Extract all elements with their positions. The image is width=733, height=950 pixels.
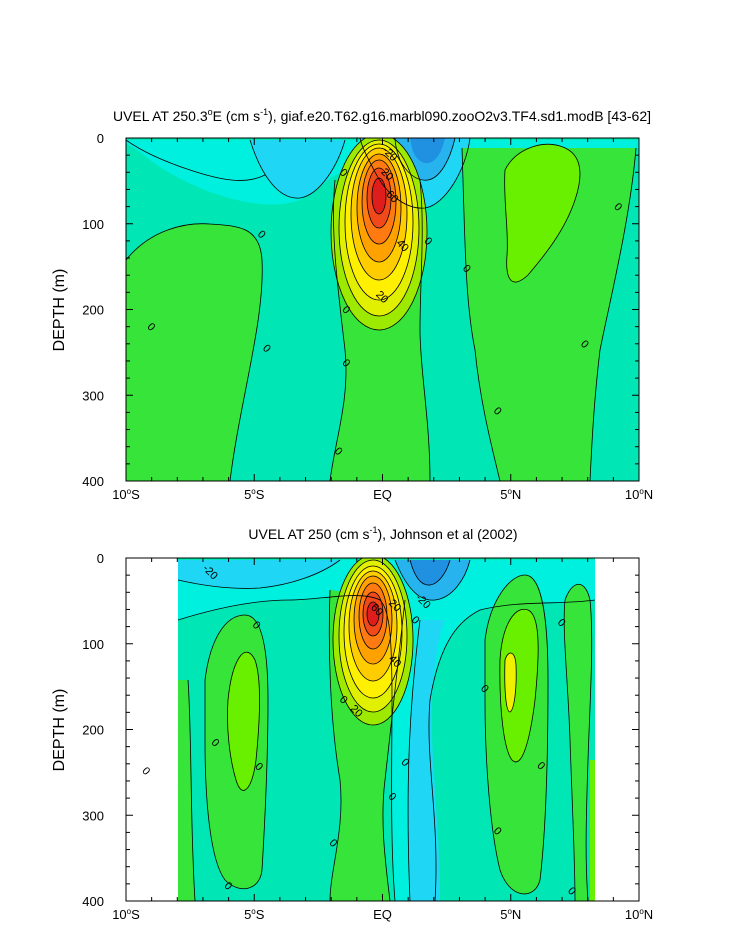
x-tick-label: 5oS (244, 907, 265, 922)
contour-line (126, 139, 266, 181)
contour-line (338, 559, 408, 713)
contour-line (428, 599, 595, 901)
contour-line (461, 147, 501, 481)
y-tick-label: 300 (82, 808, 104, 823)
y-tick-label: 300 (82, 388, 104, 403)
x-tick-label: 10oN (625, 907, 653, 922)
contour-line (126, 223, 263, 481)
x-tick-label: 5oN (500, 487, 521, 502)
contour-line (362, 591, 384, 637)
contour-line (589, 147, 637, 481)
contour-line (504, 143, 581, 283)
band-jet-80 (372, 178, 386, 214)
contour-line (332, 558, 414, 726)
band-positive-west (126, 223, 263, 481)
contour-line (407, 619, 421, 901)
y-tick-label: 0 (97, 551, 104, 566)
x-tick-label: 10oS (112, 907, 140, 922)
contour-line (371, 177, 387, 215)
contour-line (356, 153, 402, 263)
band-positive-east (462, 148, 636, 481)
band-positive-west-core (227, 652, 260, 791)
band-negative-east-deep (410, 138, 445, 164)
y-axis-label: DEPTH (m) (51, 689, 68, 772)
contour-line (249, 139, 346, 199)
band-negative-column (408, 620, 445, 901)
contour-lines (178, 558, 595, 901)
contour-line (353, 575, 393, 665)
contour-line (227, 651, 261, 791)
band-positive-east-core (499, 609, 539, 762)
contour-line (178, 595, 396, 901)
contour-line (350, 147, 408, 281)
contour-line (358, 582, 388, 650)
contour-line (343, 565, 403, 699)
band-positive-far-east-strip (590, 760, 595, 901)
contour-line (366, 601, 380, 627)
y-tick-label: 100 (82, 217, 104, 232)
panel-bottom: UVEL AT 250 (cm s-1), Johnson et al (200… (51, 525, 653, 922)
y-tick-label: 100 (82, 637, 104, 652)
y-axis-label: DEPTH (m) (51, 269, 68, 352)
band-negative-west (250, 140, 345, 199)
x-tick-label: 10oS (112, 487, 140, 502)
contour-line (499, 608, 539, 763)
band-positive-east-core (504, 144, 580, 283)
contour-line (361, 159, 397, 245)
contour-line (563, 599, 576, 901)
y-tick-label: 200 (82, 303, 104, 318)
contour-line (344, 143, 414, 301)
band-positive-far-east (564, 584, 592, 901)
band-positive-edge (178, 680, 195, 901)
contour-line (338, 139, 420, 317)
contour-line (328, 589, 342, 901)
contour-line (204, 614, 269, 890)
y-tick-label: 400 (82, 894, 104, 909)
panel-top: UVEL AT 250.3oE (cm s-1), giaf.e20.T62.g… (51, 107, 653, 502)
contour-line (394, 559, 471, 601)
x-tick-label: 5oS (244, 487, 265, 502)
x-tick-label: 10oN (625, 487, 653, 502)
contour-fill (126, 138, 639, 481)
axes: 10oS 5oS EQ 5oN 10oN 0 100 200 300 400 (82, 551, 653, 922)
contour-line (382, 599, 406, 901)
band-negative-surface (178, 560, 595, 901)
band-jet-80 (367, 602, 379, 626)
band-negative-surface-core (178, 560, 340, 589)
panel-title: UVEL AT 250 (cm s-1), Johnson et al (200… (248, 525, 517, 542)
contour-line (178, 559, 341, 589)
x-tick-label: EQ (373, 907, 392, 922)
contour-line (329, 179, 347, 481)
contour-line (359, 138, 471, 209)
contour-fill (178, 558, 595, 901)
y-tick-label: 0 (97, 131, 104, 146)
y-tick-label: 200 (82, 723, 104, 738)
contour-line (504, 652, 517, 713)
panel-title: UVEL AT 250.3oE (cm s-1), giaf.e20.T62.g… (113, 107, 651, 124)
contour-line (484, 574, 549, 895)
x-tick-label: 5oN (500, 907, 521, 922)
contour-line (366, 167, 392, 229)
contour-line (187, 679, 196, 901)
contour-line (564, 583, 593, 901)
contour-line (419, 179, 431, 481)
contour-line (348, 570, 398, 682)
contour-line (409, 559, 451, 586)
contour-lines (126, 138, 637, 481)
y-tick-label: 400 (82, 474, 104, 489)
contour-line (330, 138, 428, 331)
band-positive-east-peak (504, 653, 517, 712)
axes: 10oS 5oS EQ 5oN 10oN 0 100 200 300 400 (82, 131, 653, 502)
x-tick-label: EQ (373, 487, 392, 502)
